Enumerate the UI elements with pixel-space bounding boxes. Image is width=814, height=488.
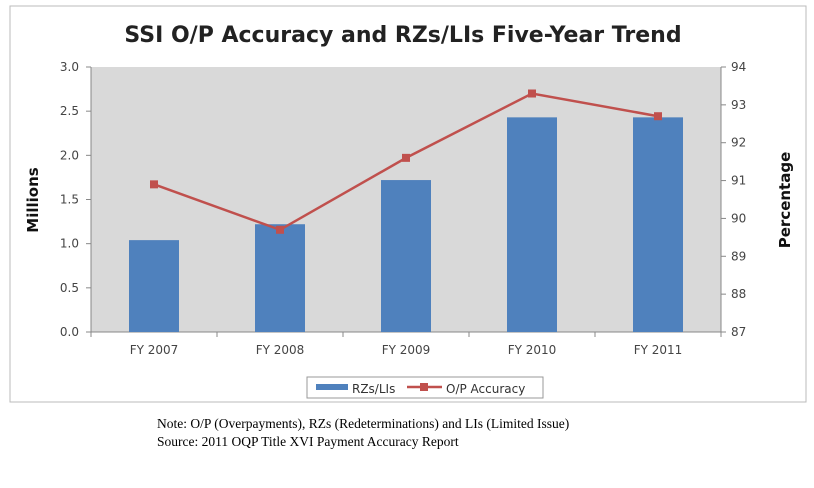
y2-tick-label: 87 [731,325,746,339]
x-tick-label: FY 2011 [634,343,683,357]
y2-tick-label: 88 [731,287,746,301]
legend-label-line: O/P Accuracy [446,382,525,396]
accuracy-point-fy-2011 [654,112,662,121]
y2-tick-label: 90 [731,211,746,225]
y2-tick-label: 89 [731,249,746,263]
legend-marker [420,383,428,391]
legend-label-bars: RZs/LIs [352,382,395,396]
bar-fy-2010 [507,117,557,332]
bar-fy-2008 [255,224,305,332]
y-tick-label: 2.5 [60,104,79,118]
y-tick-label: 1.5 [60,193,79,207]
accuracy-point-fy-2008 [276,225,284,234]
bar-fy-2011 [633,117,683,332]
y-tick-label: 1.0 [60,237,79,251]
accuracy-point-fy-2009 [402,153,410,162]
x-tick-label: FY 2009 [382,343,431,357]
x-tick-label: FY 2007 [130,343,179,357]
chart: SSI O/P Accuracy and RZs/LIs Five-Year T… [9,5,807,403]
y-tick-label: 3.0 [60,60,79,74]
bar-fy-2007 [129,240,179,332]
note-text: Note: O/P (Overpayments), RZs (Redetermi… [157,416,570,431]
y-tick-label: 0.5 [60,281,79,295]
source-text: Source: 2011 OQP Title XVI Payment Accur… [157,434,459,449]
legend-swatch-bars [316,384,348,390]
legend: RZs/LIs O/P Accuracy [306,376,544,399]
y2-tick-label: 92 [731,136,746,150]
y-tick-label: 2.0 [60,148,79,162]
y2-tick-label: 93 [731,98,746,112]
accuracy-point-fy-2010 [528,89,536,98]
bar-fy-2009 [381,180,431,332]
y2-tick-label: 94 [731,60,746,74]
y2-axis-label: Percentage [776,152,794,249]
chart-title: SSI O/P Accuracy and RZs/LIs Five-Year T… [124,23,681,48]
x-tick-label: FY 2008 [256,343,305,357]
x-tick-label: FY 2010 [508,343,557,357]
accuracy-point-fy-2007 [150,180,158,189]
y-tick-label: 0.0 [60,325,79,339]
y-axis-label: Millions [24,167,42,232]
y2-tick-label: 91 [731,174,746,188]
